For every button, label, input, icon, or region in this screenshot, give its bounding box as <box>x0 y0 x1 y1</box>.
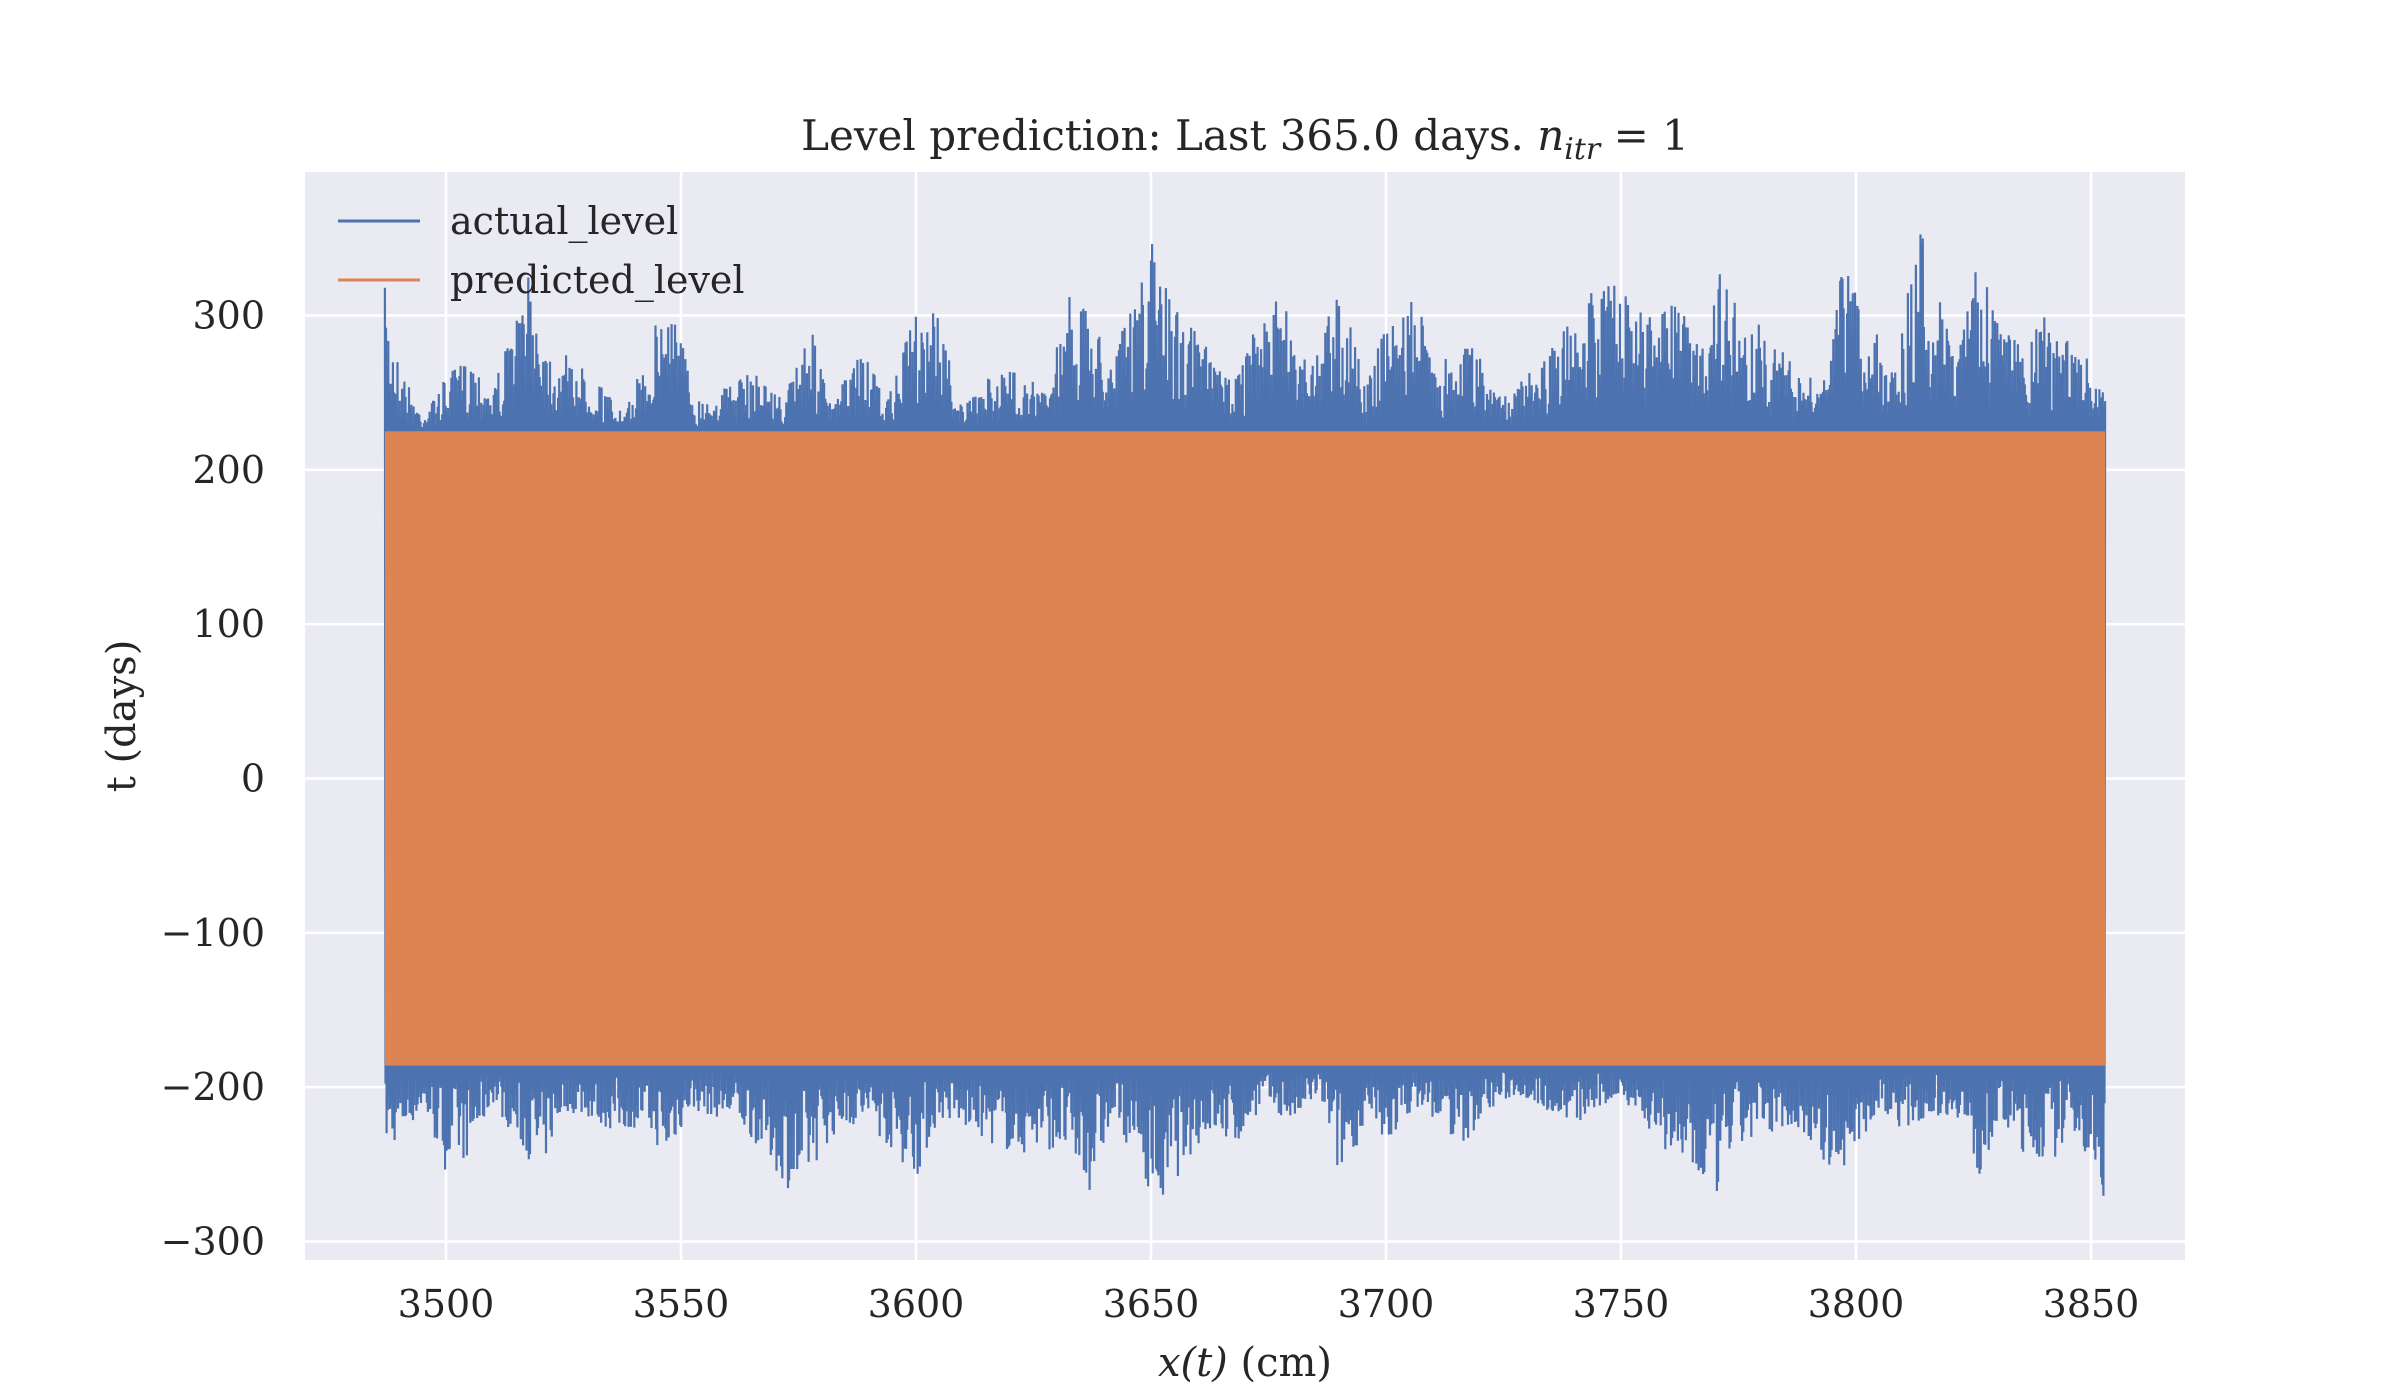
y-axis-label: t (days) <box>99 640 145 793</box>
x-tick-label: 3750 <box>1573 1282 1670 1326</box>
y-tick-label: −200 <box>161 1065 265 1109</box>
x-axis-label: x(t) (cm) <box>1158 1340 1332 1386</box>
x-tick-label: 3850 <box>2043 1282 2140 1326</box>
legend-label-actual-level: actual_level <box>450 199 678 244</box>
y-tick-label: 0 <box>241 757 265 801</box>
title-math-base: n <box>1537 111 1564 160</box>
y-tick-labels: 300 200 100 0 −100 −200 −300 <box>161 294 265 1264</box>
y-tick-label: 100 <box>192 602 265 646</box>
chart-title: Level prediction: Last 365.0 days. nitr … <box>801 111 1689 167</box>
y-tick-label: −300 <box>161 1219 265 1263</box>
x-tick-label: 3600 <box>868 1282 965 1326</box>
series-actual-level-line <box>383 234 2107 1196</box>
y-tick-label: −100 <box>161 911 265 955</box>
title-math-rhs: = 1 <box>1600 111 1689 160</box>
title-math-sub: itr <box>1564 132 1602 167</box>
x-tick-label: 3650 <box>1103 1282 1200 1326</box>
x-tick-label: 3800 <box>1808 1282 1905 1326</box>
y-tick-label: 200 <box>192 448 265 492</box>
x-tick-label: 3500 <box>398 1282 495 1326</box>
series-layer <box>383 234 2107 1196</box>
series-predicted-level-band <box>384 431 2106 1066</box>
legend-label-predicted-level: predicted_level <box>450 258 745 303</box>
x-tick-label: 3550 <box>633 1282 730 1326</box>
legend: actual_level predicted_level <box>338 199 745 303</box>
x-tick-label: 3700 <box>1338 1282 1435 1326</box>
x-tick-labels: 3500 3550 3600 3650 3700 3750 3800 3850 <box>398 1282 2140 1326</box>
y-tick-label: 300 <box>192 294 265 338</box>
